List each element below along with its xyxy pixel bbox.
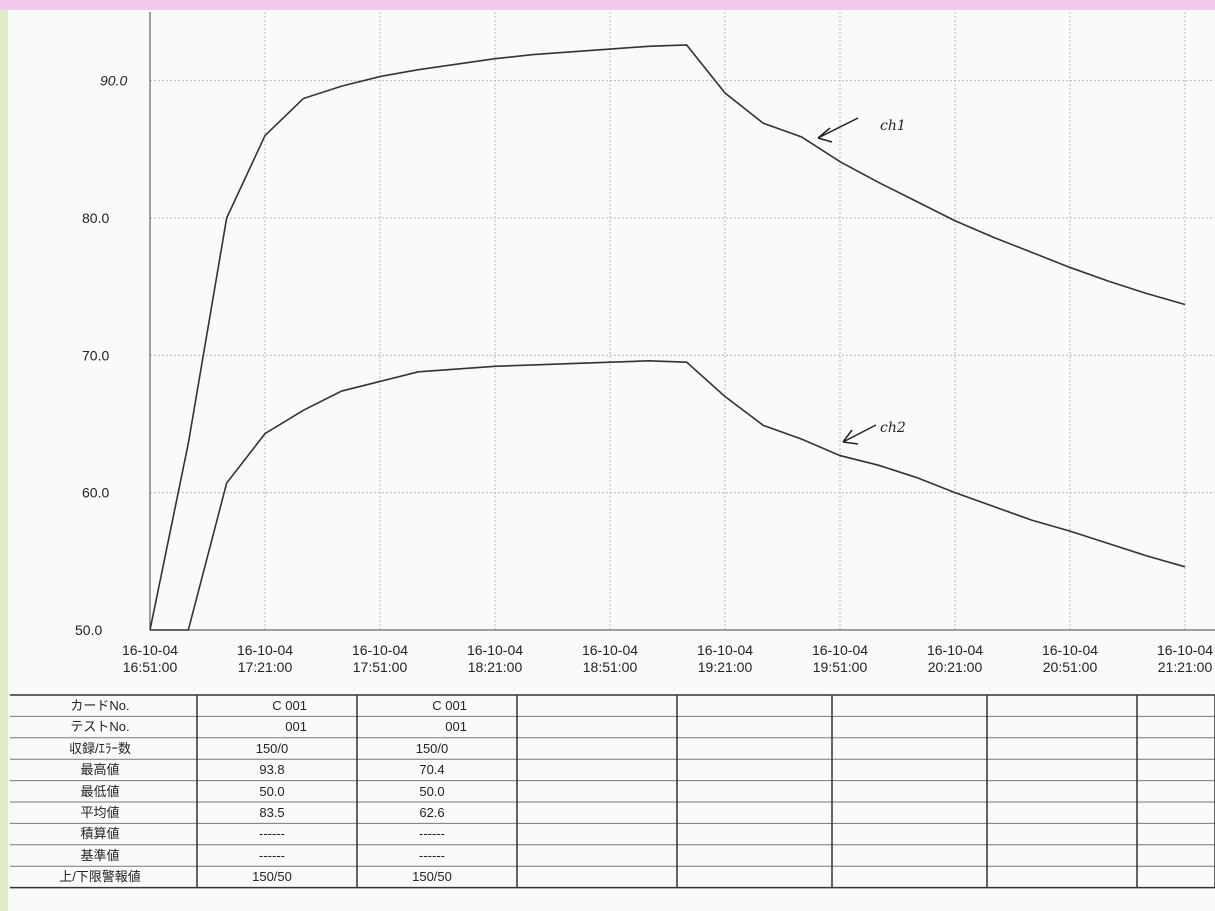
- table-cell: ------: [237, 823, 307, 844]
- y-tick-label: 70.0: [82, 347, 109, 363]
- table-cell: ------: [397, 845, 467, 866]
- x-tick-label: 16-10-04 18:51:00: [560, 642, 660, 676]
- x-tick-label: 16-10-04 21:21:00: [1135, 642, 1215, 676]
- y-tick-label: 80.0: [82, 210, 109, 226]
- table-cell: 150/0: [237, 738, 307, 759]
- row-label: 平均値: [10, 802, 190, 823]
- table-cell: 62.6: [397, 802, 467, 823]
- table-cell: 150/50: [397, 866, 467, 887]
- table-cell: ------: [397, 823, 467, 844]
- table-cell: 001: [397, 716, 467, 737]
- row-label: 上/下限警報値: [10, 866, 190, 887]
- table-cell: 150/0: [397, 738, 467, 759]
- annotation: ch2: [880, 420, 906, 436]
- row-label: 基準値: [10, 845, 190, 866]
- table-cell: 83.5: [237, 802, 307, 823]
- table-cell: 70.4: [397, 759, 467, 780]
- row-label: 収録/ｴﾗｰ数: [10, 738, 190, 759]
- row-label: カードNo.: [10, 695, 190, 716]
- x-tick-label: 16-10-04 17:21:00: [215, 642, 315, 676]
- x-tick-label: 16-10-04 19:51:00: [790, 642, 890, 676]
- page: 50.060.070.080.090.0ch1ch2 (() => { cons…: [0, 0, 1215, 911]
- x-tick-label: 16-10-04 20:21:00: [905, 642, 1005, 676]
- table-cell: 50.0: [237, 781, 307, 802]
- table-cell: 001: [237, 716, 307, 737]
- table-cell: 150/50: [237, 866, 307, 887]
- row-label: 積算値: [10, 823, 190, 844]
- y-tick-label: 60.0: [82, 485, 109, 501]
- table-cell: C 001: [397, 695, 467, 716]
- table-cell: C 001: [237, 695, 307, 716]
- x-tick-label: 16-10-04 19:21:00: [675, 642, 775, 676]
- table-cell: 50.0: [397, 781, 467, 802]
- x-tick-label: 16-10-04 16:51:00: [100, 642, 200, 676]
- x-tick-label: 16-10-04 18:21:00: [445, 642, 545, 676]
- row-label: 最低値: [10, 781, 190, 802]
- y-tick-label: 90.0: [100, 73, 127, 89]
- row-label: 最高値: [10, 759, 190, 780]
- table-cell: 93.8: [237, 759, 307, 780]
- x-tick-label: 16-10-04 20:51:00: [1020, 642, 1120, 676]
- row-label: テストNo.: [10, 716, 190, 737]
- annotation: ch1: [880, 118, 906, 134]
- table-cell: ------: [237, 845, 307, 866]
- y-tick-label: 50.0: [75, 622, 102, 638]
- x-tick-label: 16-10-04 17:51:00: [330, 642, 430, 676]
